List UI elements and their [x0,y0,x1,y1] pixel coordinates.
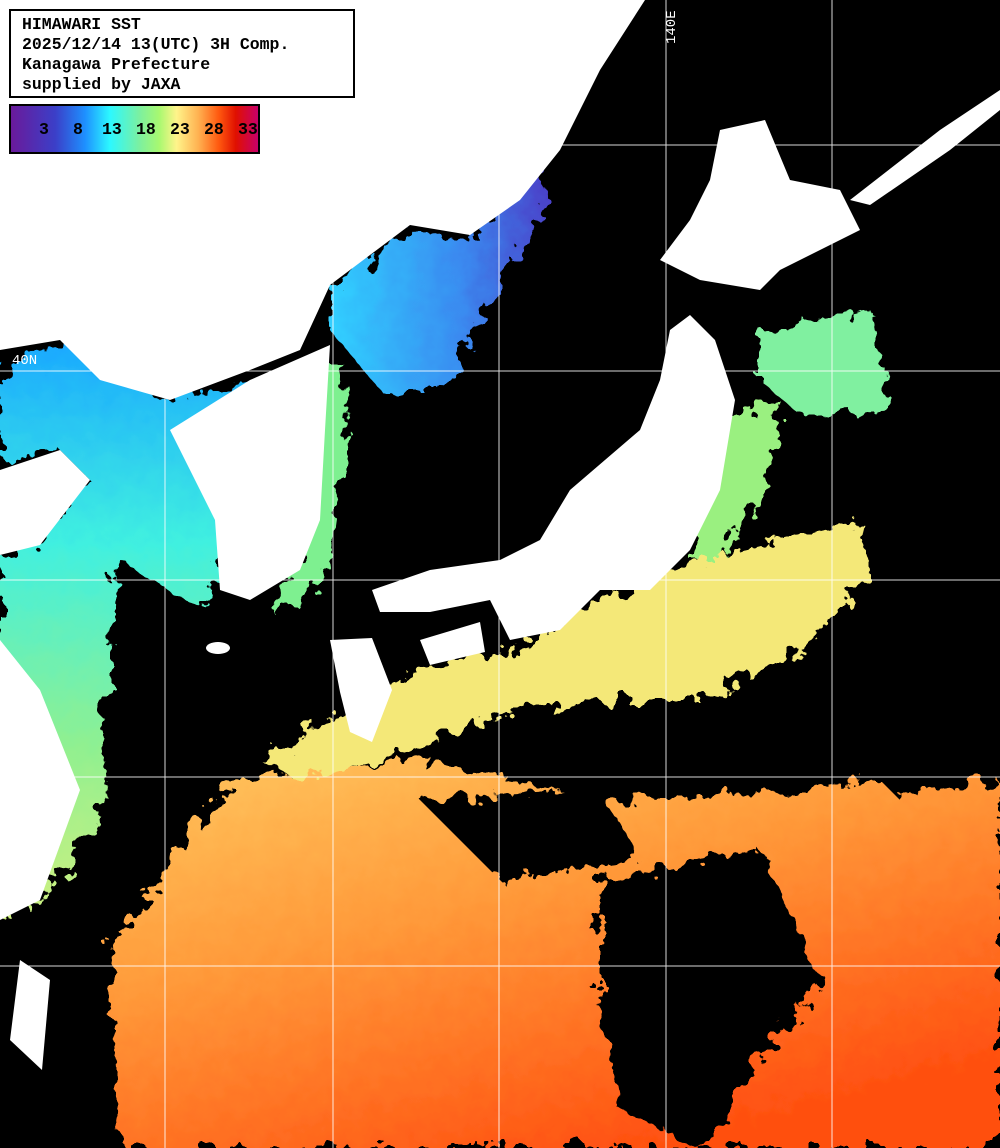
land-shikoku [420,622,485,665]
lat-label-30n: 30N [12,759,38,775]
land-kyushu [330,638,392,742]
cloud-area [600,850,820,1148]
info-box: HIMAWARI SST 2025/12/14 13(UTC) 3H Comp.… [9,9,355,98]
land-china-coast [0,640,80,920]
scale-label: 3 [39,120,49,139]
datetime: 2025/12/14 13(UTC) 3H Comp. [22,35,290,54]
cloud-area [370,420,560,540]
scale-label: 8 [73,120,83,139]
land-taiwan [10,960,50,1070]
cloud-cover [110,420,1000,1148]
sst-sea-of-japan-north [330,165,550,390]
scale-label: 13 [102,120,122,139]
scale-label: 18 [136,120,156,139]
cloud-area [860,700,1000,800]
region: Kanagawa Prefecture [22,55,211,74]
land-honshu [372,315,735,640]
scale-label: 23 [170,120,190,139]
land-korea [170,345,330,600]
color-scale-legend: 3 8 13 18 23 28 33 [9,104,260,154]
sst-sanriku [690,400,780,560]
credit: supplied by JAXA [22,75,181,94]
lat-label-40n: 40N [12,353,38,369]
land-sakhalin-kurils [850,90,1000,205]
land-asia-north [0,0,645,400]
scale-label: 28 [204,120,224,139]
sst-yellow-band [260,520,870,780]
scale-label: 33 [238,120,258,139]
cloud-area [110,560,240,860]
land-china-liaodong [0,450,90,555]
cloud-area [420,790,640,880]
land-hokkaido [660,120,860,290]
land-jeju [206,642,230,654]
land [0,0,1000,1070]
lon-label-140e: 140E [664,10,680,44]
title: HIMAWARI SST [22,15,141,34]
sst-pacific-northeast [760,310,890,415]
